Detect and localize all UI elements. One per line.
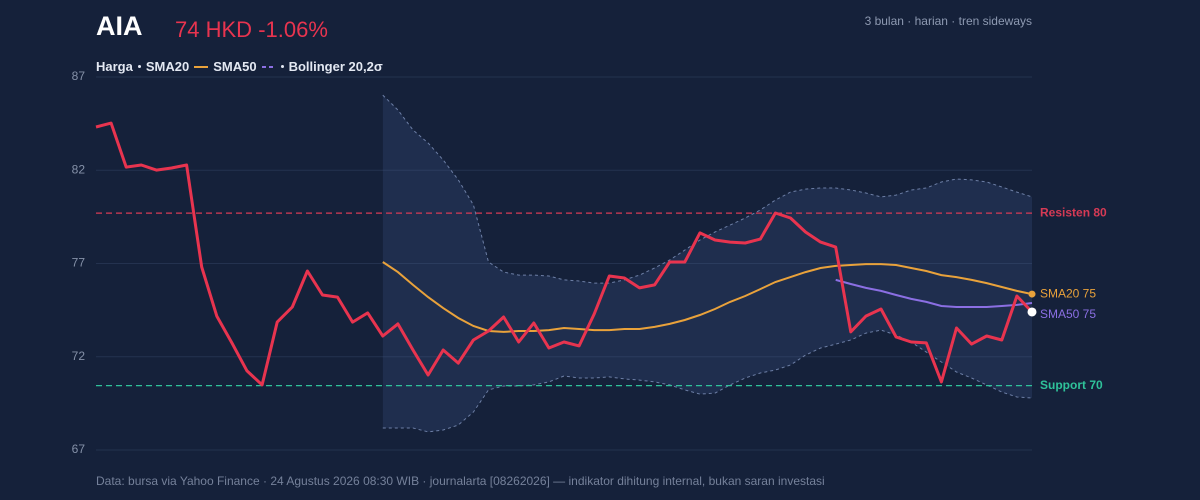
separator (280, 65, 284, 68)
y-tick-label: 82 (72, 162, 86, 176)
band-line (382, 94, 1033, 284)
price-line: 74 HKD -1.06% (175, 17, 328, 42)
separator (137, 65, 141, 68)
band-line (382, 329, 1033, 433)
change: -1.06% (258, 17, 328, 42)
legend: Harga SMA20 SMA50 Bollinger 20,2σ (96, 59, 383, 74)
level-label: Resisten 80 (1040, 205, 1107, 219)
price: 74 (175, 17, 199, 42)
last-price-dot (1027, 307, 1037, 317)
sma-line (382, 261, 1033, 333)
legend-swatch (194, 65, 209, 68)
end-label: SMA20 75 (1040, 286, 1096, 300)
sma-end-dot (1028, 290, 1036, 298)
legend-label: Bollinger 20,2σ (288, 59, 383, 74)
subtitle: 3 bulan · harian · tren sideways (865, 14, 1032, 28)
footer: Data: bursa via Yahoo Finance · 24 Agust… (96, 474, 825, 488)
price-line (95, 121, 1034, 387)
legend-label: SMA20 (145, 59, 190, 74)
chart-title: AIA (96, 11, 143, 41)
legend-label: SMA50 (213, 59, 257, 74)
end-label: SMA50 75 (1040, 307, 1096, 321)
sma-line (835, 278, 1033, 308)
legend-swatch (261, 65, 276, 68)
legend-label: Harga (96, 59, 133, 74)
y-tick-label: 87 (72, 69, 86, 83)
currency: HKD (206, 17, 252, 42)
y-tick-label: 67 (72, 442, 86, 456)
level-label: Support 70 (1040, 378, 1103, 392)
band-fill (382, 95, 1032, 432)
y-tick-label: 77 (72, 256, 86, 270)
y-tick-label: 72 (72, 349, 86, 363)
